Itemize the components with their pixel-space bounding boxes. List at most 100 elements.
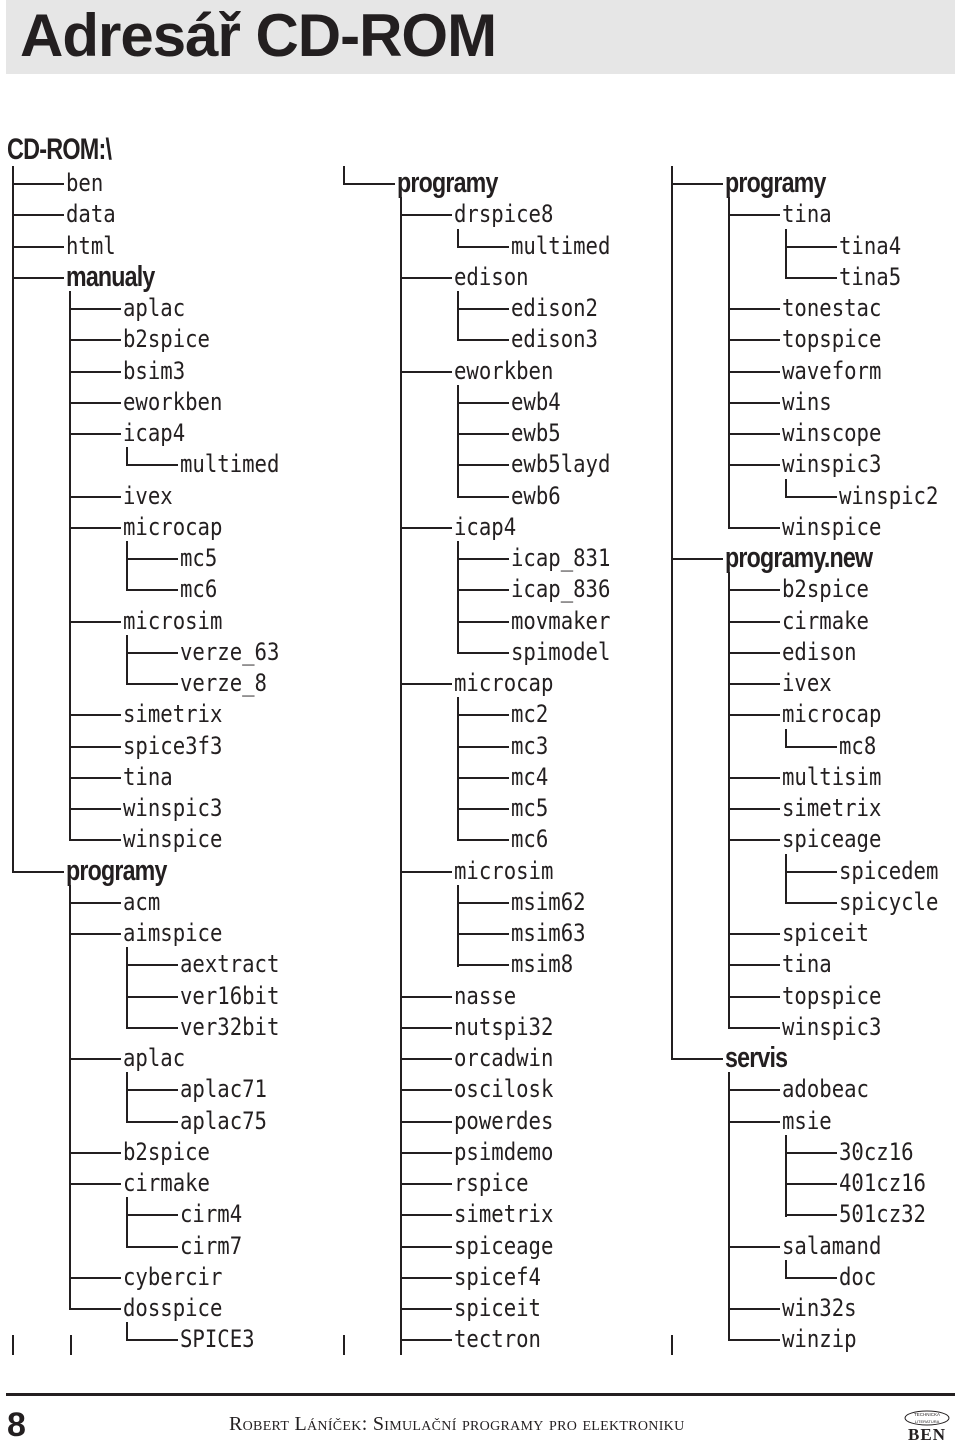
tree-line (728, 1308, 780, 1310)
tree-line (728, 572, 730, 1029)
tree-line (12, 1335, 14, 1355)
tree-line (126, 996, 178, 998)
footer-rule (6, 1393, 955, 1396)
tree-line (728, 714, 780, 716)
tree-folder: tina4 (839, 232, 902, 260)
tree-line (728, 1027, 780, 1029)
tree-line (343, 183, 395, 185)
tree-folder: ewb6 (511, 482, 561, 510)
tree-folder: b2spice (123, 325, 210, 353)
tree-line (126, 1246, 178, 1248)
tree-line (400, 1335, 402, 1355)
tree-folder: spiceit (782, 919, 869, 947)
tree-folder: powerdes (454, 1107, 554, 1135)
page-title: Adresář CD-ROM (20, 2, 497, 69)
tree-folder: topspice (782, 982, 882, 1010)
tree-line (400, 1089, 452, 1091)
tree-folder: aplac (123, 294, 186, 322)
tree-folder: acm (123, 888, 161, 916)
tree-folder: data (66, 200, 116, 228)
tree-line (785, 902, 837, 904)
tree-line (728, 996, 780, 998)
tree-line (728, 214, 780, 216)
tree-line (69, 714, 121, 716)
tree-line (69, 371, 121, 373)
tree-folder: multimed (180, 450, 280, 478)
tree-line (400, 1246, 452, 1248)
tree-folder: ewb4 (511, 388, 561, 416)
tree-folder: ben (66, 169, 104, 197)
tree-line (126, 1197, 128, 1247)
tree-folder: nasse (454, 982, 517, 1010)
tree-folder: ivex (782, 669, 832, 697)
tree-folder: tectron (454, 1325, 541, 1353)
tree-line (126, 947, 128, 1029)
tree-line (69, 308, 121, 310)
tree-folder: ewb5layd (511, 450, 611, 478)
tree-line (785, 1183, 837, 1185)
tree-root-label: CD-ROM:\ (7, 133, 112, 166)
tree-line (12, 166, 14, 873)
tree-line (728, 808, 780, 810)
tree-folder-heading: manualy (66, 261, 155, 293)
tree-line (400, 1339, 452, 1341)
tree-folder: 30cz16 (839, 1138, 914, 1166)
tree-line (343, 1335, 345, 1355)
tree-folder: rspice (454, 1169, 529, 1197)
tree-line (69, 808, 121, 810)
tree-folder: winspice (123, 825, 223, 853)
tree-folder: tina (782, 200, 832, 228)
tree-line (69, 433, 121, 435)
tree-folder: icap_836 (511, 575, 611, 603)
tree-line (728, 652, 780, 654)
tree-folder: orcadwin (454, 1044, 554, 1072)
tree-folder: cirm7 (180, 1232, 243, 1260)
tree-folder: msim62 (511, 888, 586, 916)
tree-folder: tina (123, 763, 173, 791)
tree-line (126, 652, 178, 654)
tree-folder: spicedem (839, 857, 939, 885)
tree-folder: adobeac (782, 1075, 869, 1103)
tree-folder: simetrix (782, 794, 882, 822)
tree-folder: winspice (782, 513, 882, 541)
tree-line (457, 714, 509, 716)
tree-line (728, 371, 780, 373)
tree-folder-heading: programy.new (725, 542, 873, 574)
tree-line (69, 1152, 121, 1154)
tree-line (126, 464, 178, 466)
tree-folder: dosspice (123, 1294, 223, 1322)
tree-line (400, 1121, 452, 1123)
tree-line (69, 402, 121, 404)
tree-line (126, 541, 128, 591)
tree-line (69, 746, 121, 748)
tree-line (457, 839, 509, 841)
tree-line (69, 885, 71, 1310)
tree-line (728, 964, 780, 966)
tree-line (126, 1089, 178, 1091)
tree-line (728, 1072, 730, 1341)
tree-folder: verze_8 (180, 669, 267, 697)
tree-folder: edison3 (511, 325, 598, 353)
tree-folder: microcap (454, 669, 554, 697)
tree-folder: SPICE3 (180, 1325, 255, 1353)
tree-line (728, 683, 780, 685)
tree-folder: mc5 (180, 544, 218, 572)
tree-line (728, 1339, 780, 1341)
tree-folder: win32s (782, 1294, 857, 1322)
tree-line (457, 229, 459, 248)
tree-folder: microcap (123, 513, 223, 541)
tree-folder: bsim3 (123, 357, 186, 385)
tree-line (457, 697, 459, 841)
tree-line (785, 1260, 787, 1279)
tree-line (126, 589, 178, 591)
tree-folder: mc8 (839, 732, 877, 760)
tree-folder: winscope (782, 419, 882, 447)
tree-folder: aextract (180, 950, 280, 978)
tree-line (728, 589, 780, 591)
tree-line (785, 871, 837, 873)
tree-line (728, 339, 780, 341)
tree-line (785, 1277, 837, 1279)
footer-running-title: Robert Láníček: Simulační programy pro e… (229, 1413, 685, 1435)
tree-folder: winspic3 (123, 794, 223, 822)
tree-folder: spicef4 (454, 1263, 541, 1291)
